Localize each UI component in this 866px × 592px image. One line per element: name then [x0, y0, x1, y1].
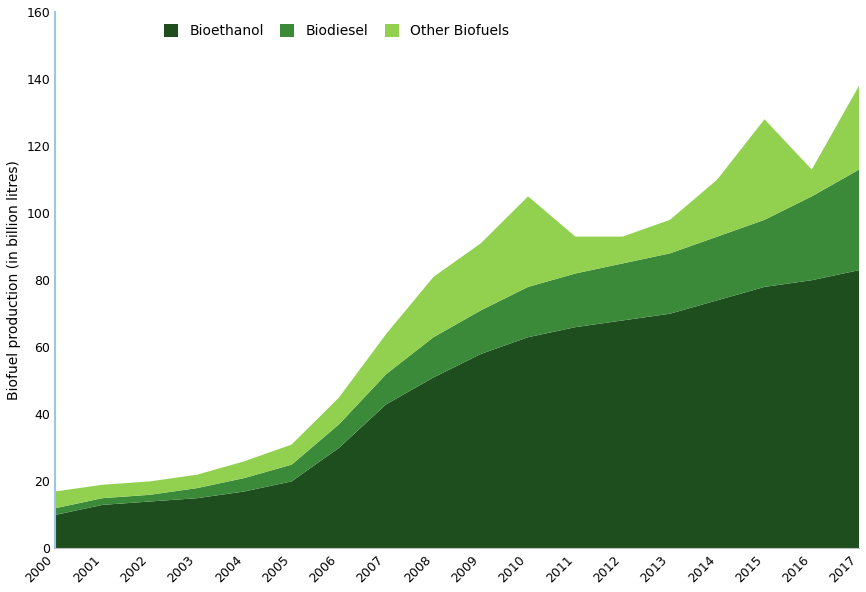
- Y-axis label: Biofuel production (in billion litres): Biofuel production (in billion litres): [7, 160, 21, 400]
- Legend: Bioethanol, Biodiesel, Other Biofuels: Bioethanol, Biodiesel, Other Biofuels: [158, 19, 514, 44]
